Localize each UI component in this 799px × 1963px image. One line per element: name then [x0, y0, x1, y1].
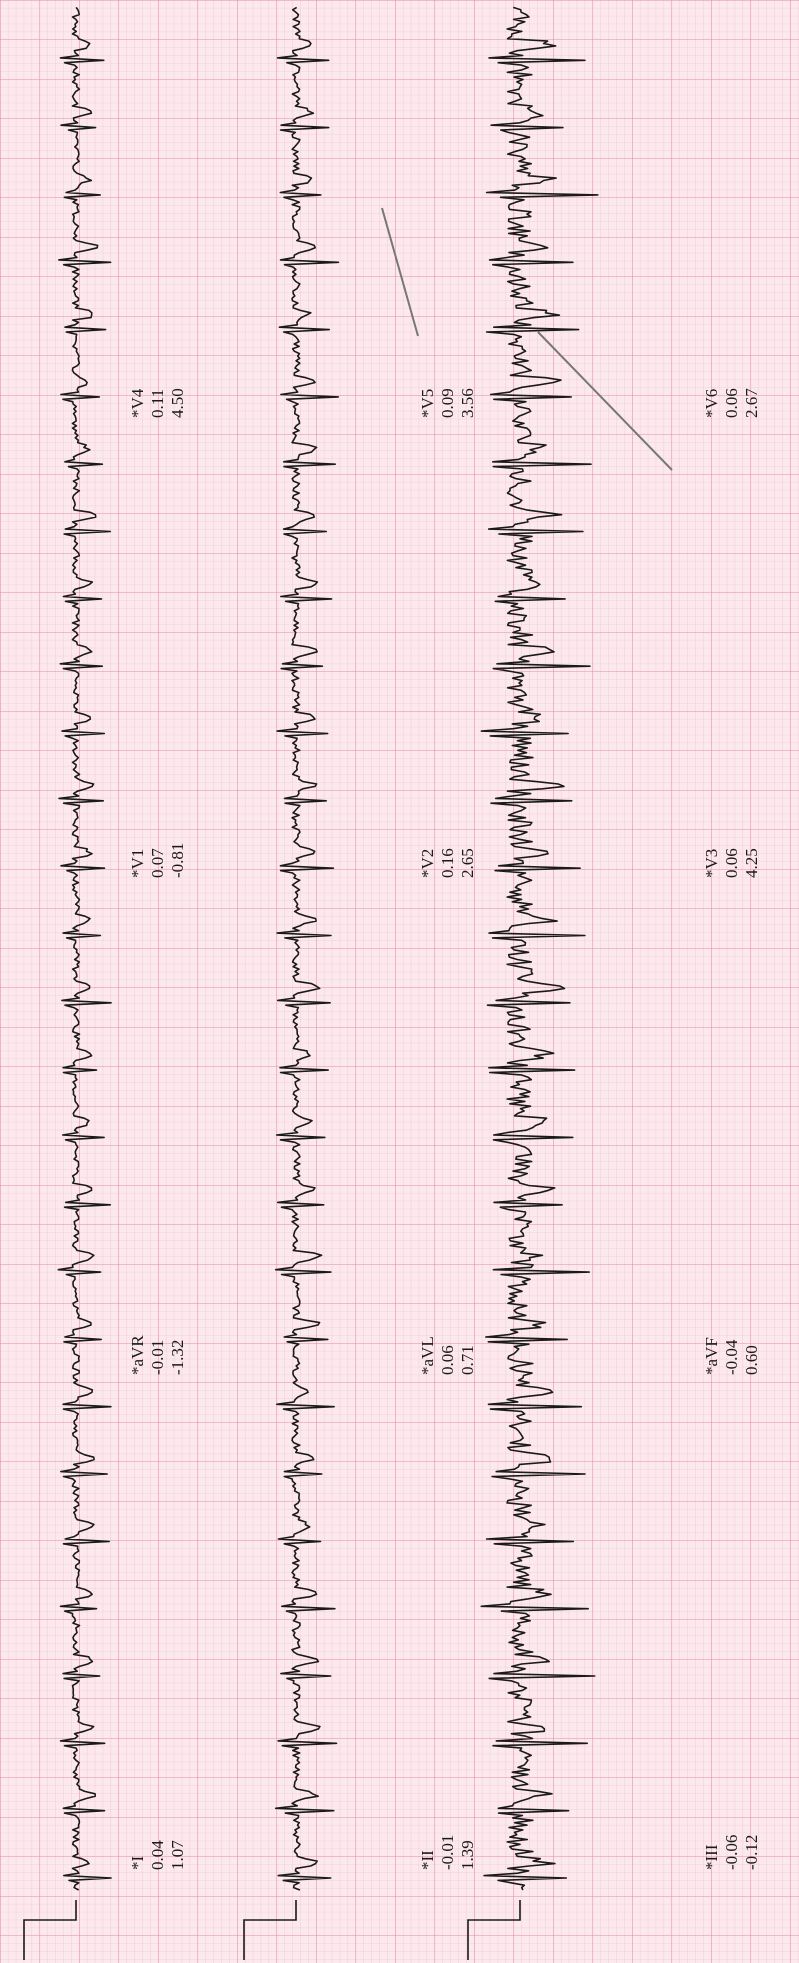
- lead-name: *aVF: [702, 1337, 721, 1375]
- lead-value-1: -0.04: [722, 1339, 741, 1375]
- lead-value-2: 4.25: [742, 848, 761, 878]
- lead-name: *V4: [128, 388, 147, 418]
- lead-value-1: 0.11: [148, 388, 167, 418]
- lead-name: *II: [418, 1850, 437, 1870]
- lead-label-V6: *V6 0.06 2.67: [702, 388, 762, 418]
- lead-value-1: 0.06: [722, 848, 741, 878]
- lead-value-1: 0.07: [148, 848, 167, 878]
- lead-value-1: 0.04: [148, 1840, 167, 1870]
- calibration-pulse: [467, 1900, 521, 1960]
- lead-value-1: 0.16: [438, 848, 457, 878]
- lead-value-2: 4.50: [168, 388, 187, 418]
- calibration-pulse: [23, 1900, 77, 1960]
- lead-name: *III: [702, 1844, 721, 1870]
- lead-label-V4: *V4 0.11 4.50: [128, 388, 188, 418]
- annotation-stroke-1: [381, 207, 419, 337]
- lead-label-aVL: *aVL 0.06 0.71: [418, 1336, 478, 1375]
- lead-value-2: -0.81: [168, 842, 187, 878]
- strip-3: [467, 6, 599, 1960]
- lead-value-2: 2.67: [742, 388, 761, 418]
- lead-value-2: -0.12: [742, 1834, 761, 1870]
- strip-2: [243, 6, 340, 1960]
- lead-value-1: 0.06: [438, 1345, 457, 1375]
- lead-label-I: *I 0.04 1.07: [128, 1840, 188, 1870]
- ecg-trace: [274, 6, 340, 1891]
- lead-name: *V5: [418, 388, 437, 418]
- lead-value-2: -1.32: [168, 1339, 187, 1375]
- lead-name: *aVL: [418, 1336, 437, 1375]
- lead-name: *V1: [128, 848, 147, 878]
- lead-label-V5: *V5 0.09 3.56: [418, 388, 478, 418]
- lead-name: *I: [128, 1855, 147, 1870]
- lead-label-V2: *V2 0.16 2.65: [418, 848, 478, 878]
- lead-label-V3: *V3 0.06 4.25: [702, 848, 762, 878]
- lead-label-V1: *V1 0.07 -0.81: [128, 843, 188, 878]
- lead-label-III: *III -0.06 -0.12: [702, 1835, 762, 1870]
- lead-value-1: -0.01: [438, 1834, 457, 1870]
- lead-value-1: -0.01: [148, 1339, 167, 1375]
- lead-value-2: 3.56: [458, 388, 477, 418]
- lead-name: *V6: [702, 388, 721, 418]
- lead-value-1: -0.06: [722, 1834, 741, 1870]
- lead-label-II: *II -0.01 1.39: [418, 1835, 478, 1870]
- lead-name: *V2: [418, 848, 437, 878]
- annotation-stroke-2: [537, 331, 673, 471]
- lead-value-1: 0.06: [722, 388, 741, 418]
- lead-value-2: 0.71: [458, 1345, 477, 1375]
- lead-label-aVR: *aVR -0.01 -1.32: [128, 1335, 188, 1375]
- ecg-trace: [480, 6, 599, 1891]
- lead-value-2: 0.60: [742, 1345, 761, 1375]
- lead-name: *aVR: [128, 1335, 147, 1375]
- calibration-pulse: [243, 1900, 297, 1960]
- ecg-trace: [57, 6, 112, 1891]
- lead-value-2: 2.65: [458, 848, 477, 878]
- lead-label-aVF: *aVF -0.04 0.60: [702, 1337, 762, 1375]
- lead-value-2: 1.07: [168, 1840, 187, 1870]
- lead-value-1: 0.09: [438, 388, 457, 418]
- lead-value-2: 1.39: [458, 1840, 477, 1870]
- strip-1: [23, 6, 112, 1960]
- lead-name: *V3: [702, 848, 721, 878]
